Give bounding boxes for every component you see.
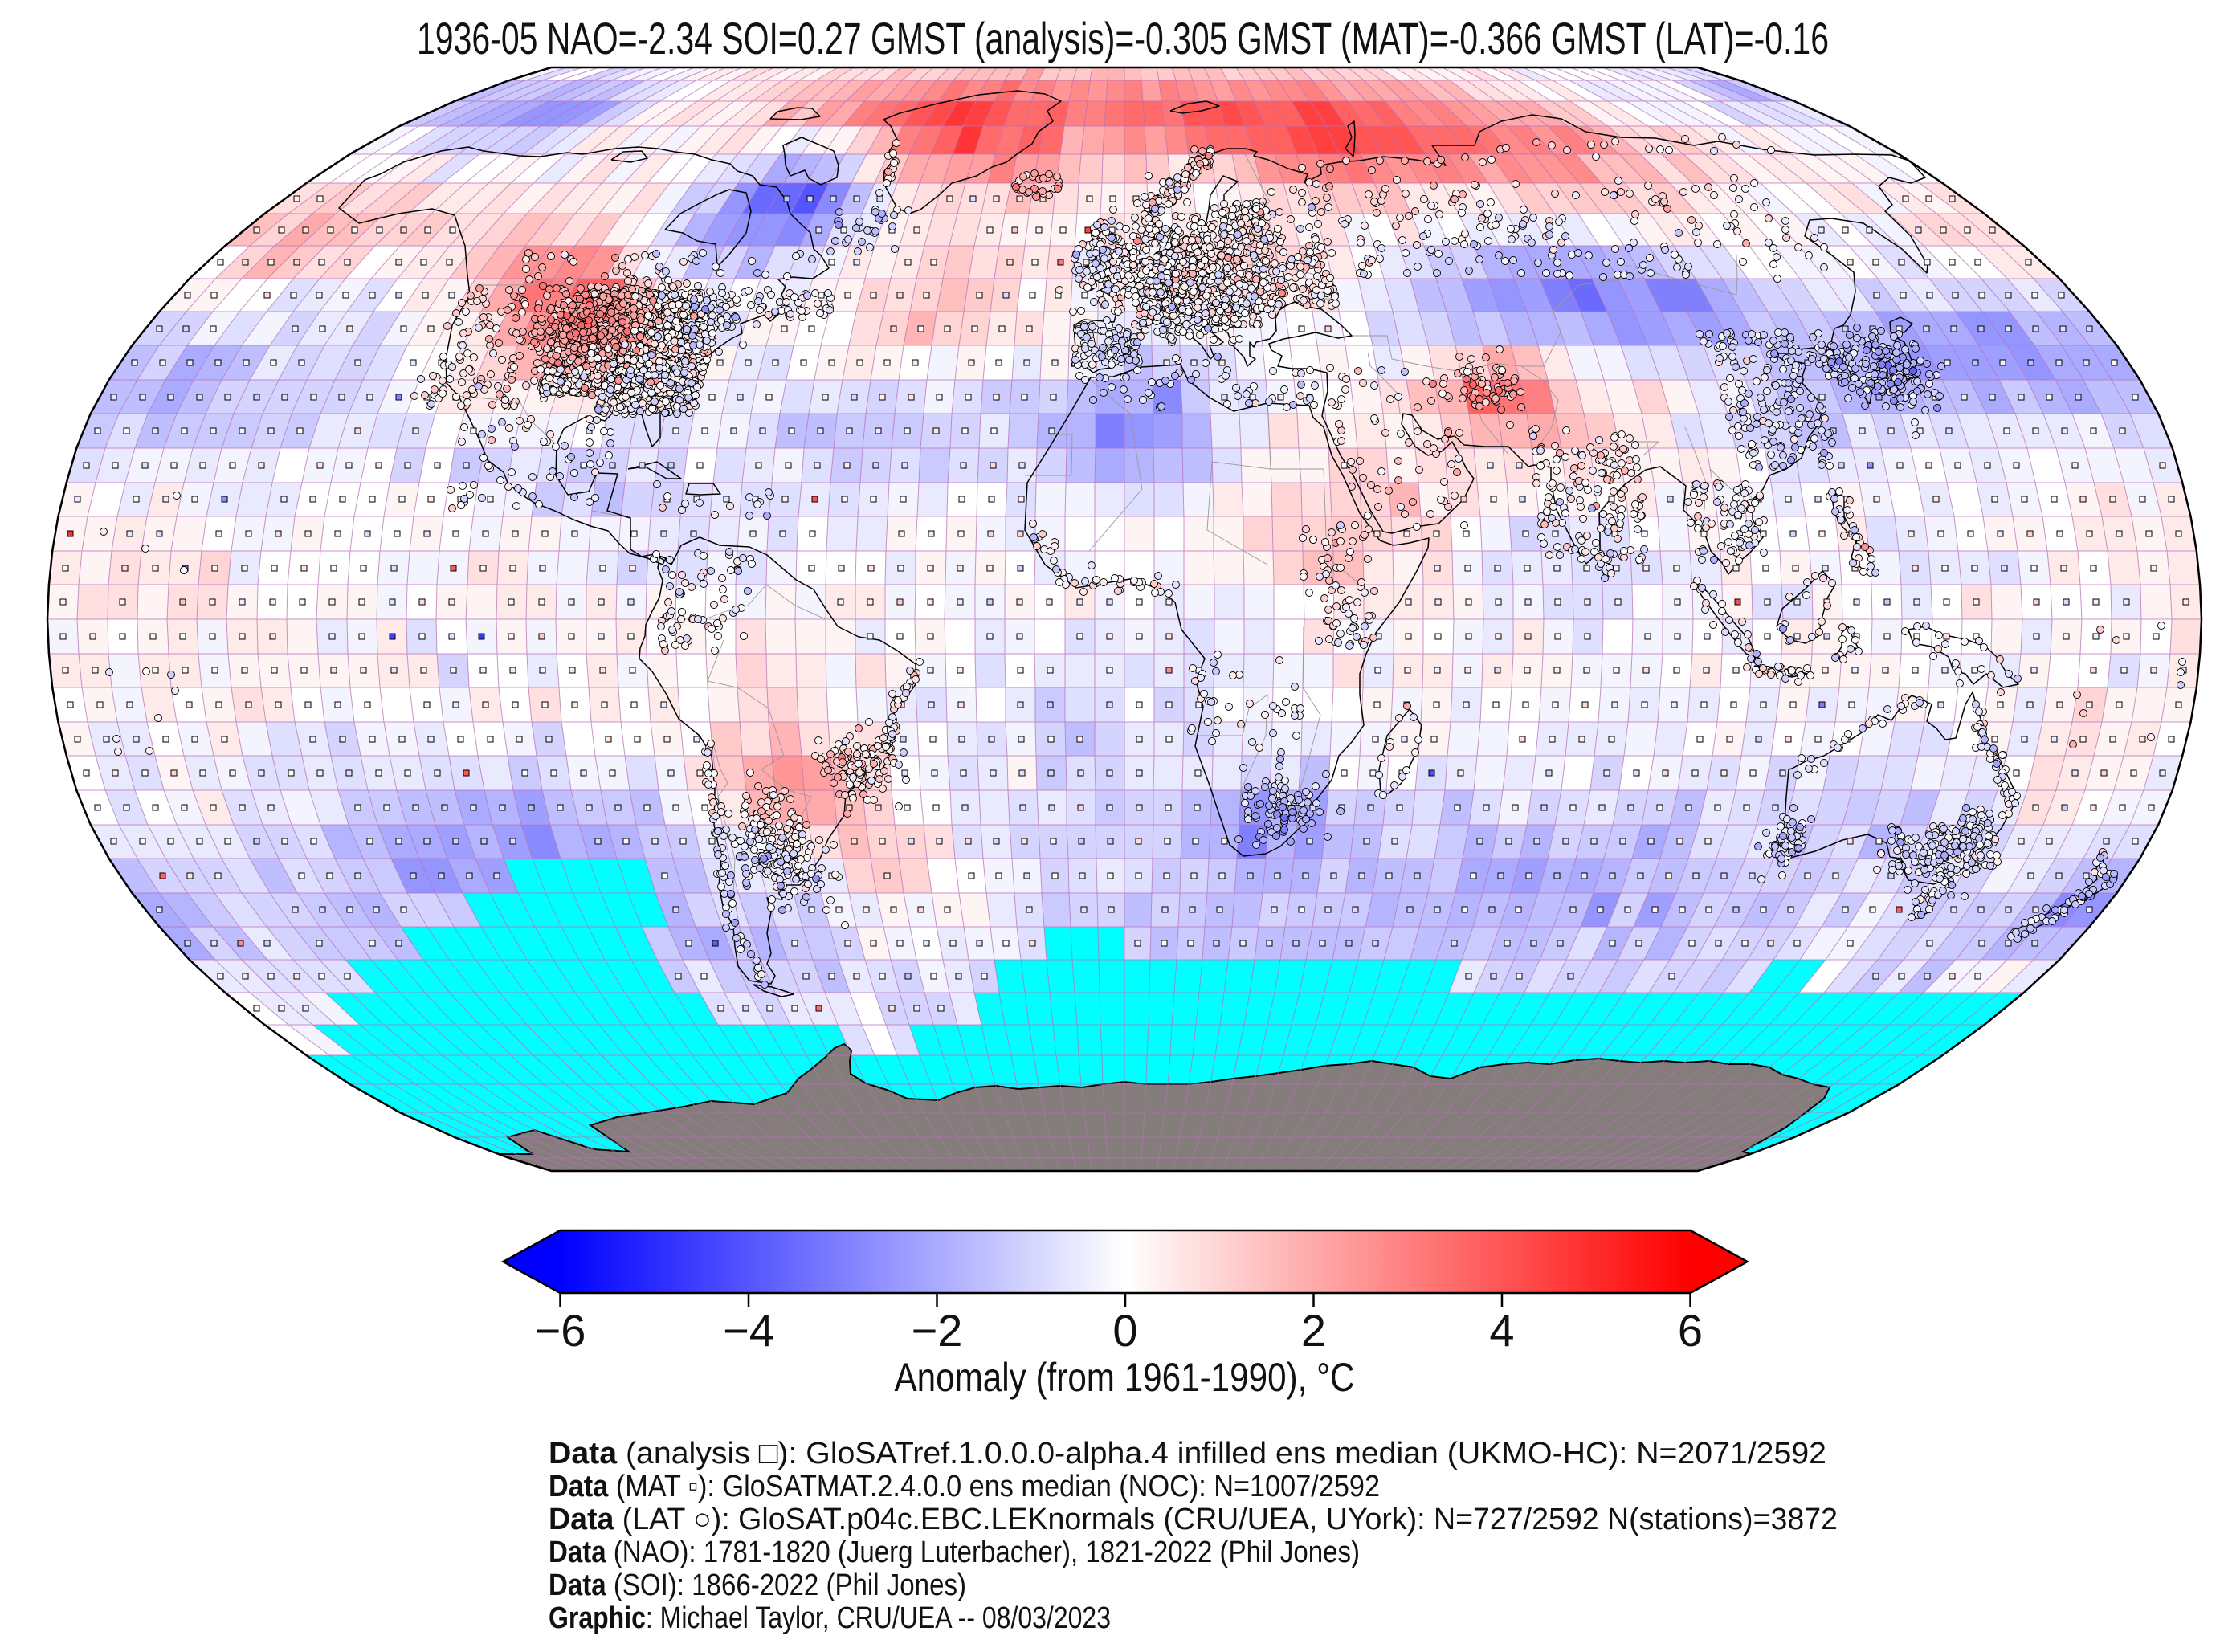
svg-text:1936-05 NAO=-2.34 SOI=0.27 GMS: 1936-05 NAO=-2.34 SOI=0.27 GMST (analysi… <box>417 13 1829 63</box>
